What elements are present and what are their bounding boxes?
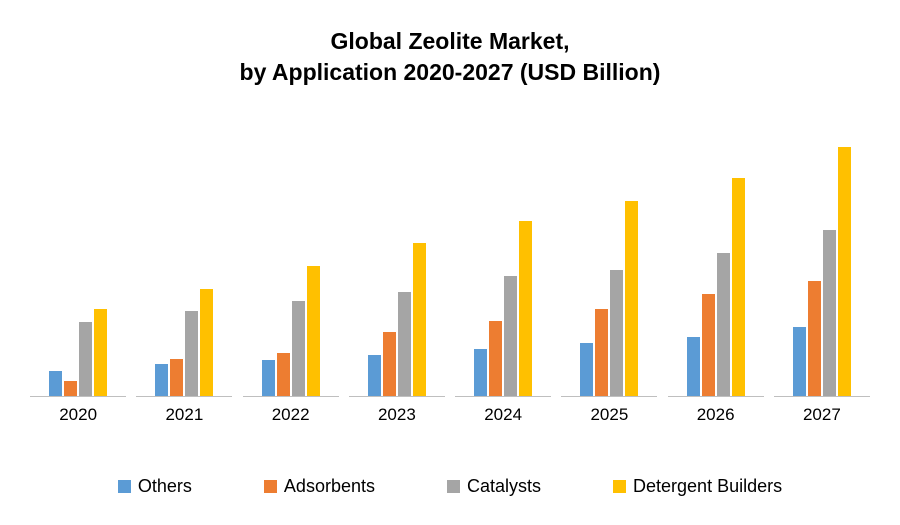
x-axis-label-2024: 2024 <box>484 405 523 424</box>
bar-catalysts-2026 <box>716 253 730 396</box>
legend-label: Catalysts <box>466 476 542 496</box>
x-axis-label-2027: 2027 <box>802 405 841 424</box>
bar-adsorbents-2022 <box>276 353 290 396</box>
legend-item-detergent-builders: Detergent Builders <box>613 476 782 497</box>
bars-row <box>686 116 745 396</box>
legend-label: Detergent Builders <box>633 476 783 496</box>
bar-detergent-builders-2025 <box>625 201 639 396</box>
bar-catalysts-2025 <box>610 270 624 396</box>
bar-adsorbents-2023 <box>382 332 396 396</box>
axis-baseline-segment <box>30 396 127 397</box>
legend-item-catalysts: Catalysts <box>446 476 542 497</box>
bar-adsorbents-2025 <box>595 309 609 396</box>
bar-catalysts-2022 <box>291 301 305 396</box>
bar-others-2024 <box>474 349 488 396</box>
bar-group-2024: 2024 <box>455 116 552 425</box>
chart-title-line1: Global Zeolite Market, <box>330 28 570 54</box>
bar-adsorbents-2024 <box>489 321 503 396</box>
legend-swatch-icon <box>117 480 131 493</box>
x-axis-label-2020: 2020 <box>59 405 98 424</box>
plot-area: 2020 2021 2022 2023 2024 2025 2026 2027 <box>25 105 875 425</box>
legend-swatch-icon <box>263 480 277 493</box>
bar-detergent-builders-2023 <box>412 243 426 396</box>
bar-others-2020 <box>49 371 63 396</box>
bar-detergent-builders-2026 <box>731 178 745 396</box>
x-axis-label-2023: 2023 <box>377 405 416 424</box>
chart-legend: Others Adsorbents Catalysts Detergent Build… <box>0 476 900 497</box>
bar-detergent-builders-2021 <box>200 289 214 396</box>
bars-row <box>261 116 320 396</box>
axis-baseline-segment <box>667 396 764 397</box>
bar-adsorbents-2021 <box>170 359 184 396</box>
legend-label: Adsorbents <box>283 476 375 496</box>
axis-baseline-segment <box>561 396 658 397</box>
bar-catalysts-2027 <box>822 230 836 396</box>
chart-title-line2: by Application 2020-2027 (USD Billion) <box>239 59 661 86</box>
bar-others-2026 <box>686 337 700 396</box>
bar-adsorbents-2026 <box>701 294 715 396</box>
bar-detergent-builders-2024 <box>519 221 533 396</box>
bar-adsorbents-2020 <box>64 381 78 396</box>
legend-item-others: Others <box>117 476 192 497</box>
bars-row <box>49 116 108 396</box>
bars-row <box>155 116 214 396</box>
bar-adsorbents-2027 <box>807 281 821 396</box>
bars-row <box>580 116 639 396</box>
axis-baseline-segment <box>348 396 445 397</box>
legend-label: Others <box>137 476 192 496</box>
bar-others-2021 <box>155 364 169 396</box>
bar-group-2026: 2026 <box>667 116 764 425</box>
axis-baseline-segment <box>242 396 339 397</box>
bar-group-2021: 2021 <box>136 116 233 425</box>
bar-group-2027: 2027 <box>773 116 870 425</box>
bar-others-2025 <box>580 343 594 396</box>
axis-baseline-segment <box>455 396 552 397</box>
bar-group-2020: 2020 <box>30 116 127 425</box>
x-axis-label-2025: 2025 <box>590 405 629 424</box>
bar-detergent-builders-2020 <box>94 309 108 396</box>
bar-others-2022 <box>261 360 275 396</box>
bar-others-2027 <box>792 327 806 396</box>
axis-baseline-segment <box>136 396 233 397</box>
chart-title: Global Zeolite Market, by Application 20… <box>0 26 900 88</box>
bar-catalysts-2023 <box>397 292 411 396</box>
legend-item-adsorbents: Adsorbents <box>263 476 375 497</box>
x-axis-label-2026: 2026 <box>696 405 735 424</box>
bar-catalysts-2024 <box>504 276 518 396</box>
bar-group-2022: 2022 <box>242 116 339 425</box>
bar-catalysts-2020 <box>79 322 93 396</box>
bar-catalysts-2021 <box>185 311 199 396</box>
bars-row <box>474 116 533 396</box>
bar-group-2025: 2025 <box>561 116 658 425</box>
legend-swatch-icon <box>446 480 460 493</box>
x-axis-label-2022: 2022 <box>271 405 310 424</box>
x-axis-label-2021: 2021 <box>165 405 204 424</box>
bar-group-2023: 2023 <box>348 116 445 425</box>
bars-row <box>792 116 851 396</box>
axis-baseline-segment <box>773 396 870 397</box>
bar-others-2023 <box>367 355 381 396</box>
bars-row <box>367 116 426 396</box>
legend-swatch-icon <box>613 480 627 493</box>
bar-detergent-builders-2027 <box>837 147 851 396</box>
bar-detergent-builders-2022 <box>306 266 320 396</box>
